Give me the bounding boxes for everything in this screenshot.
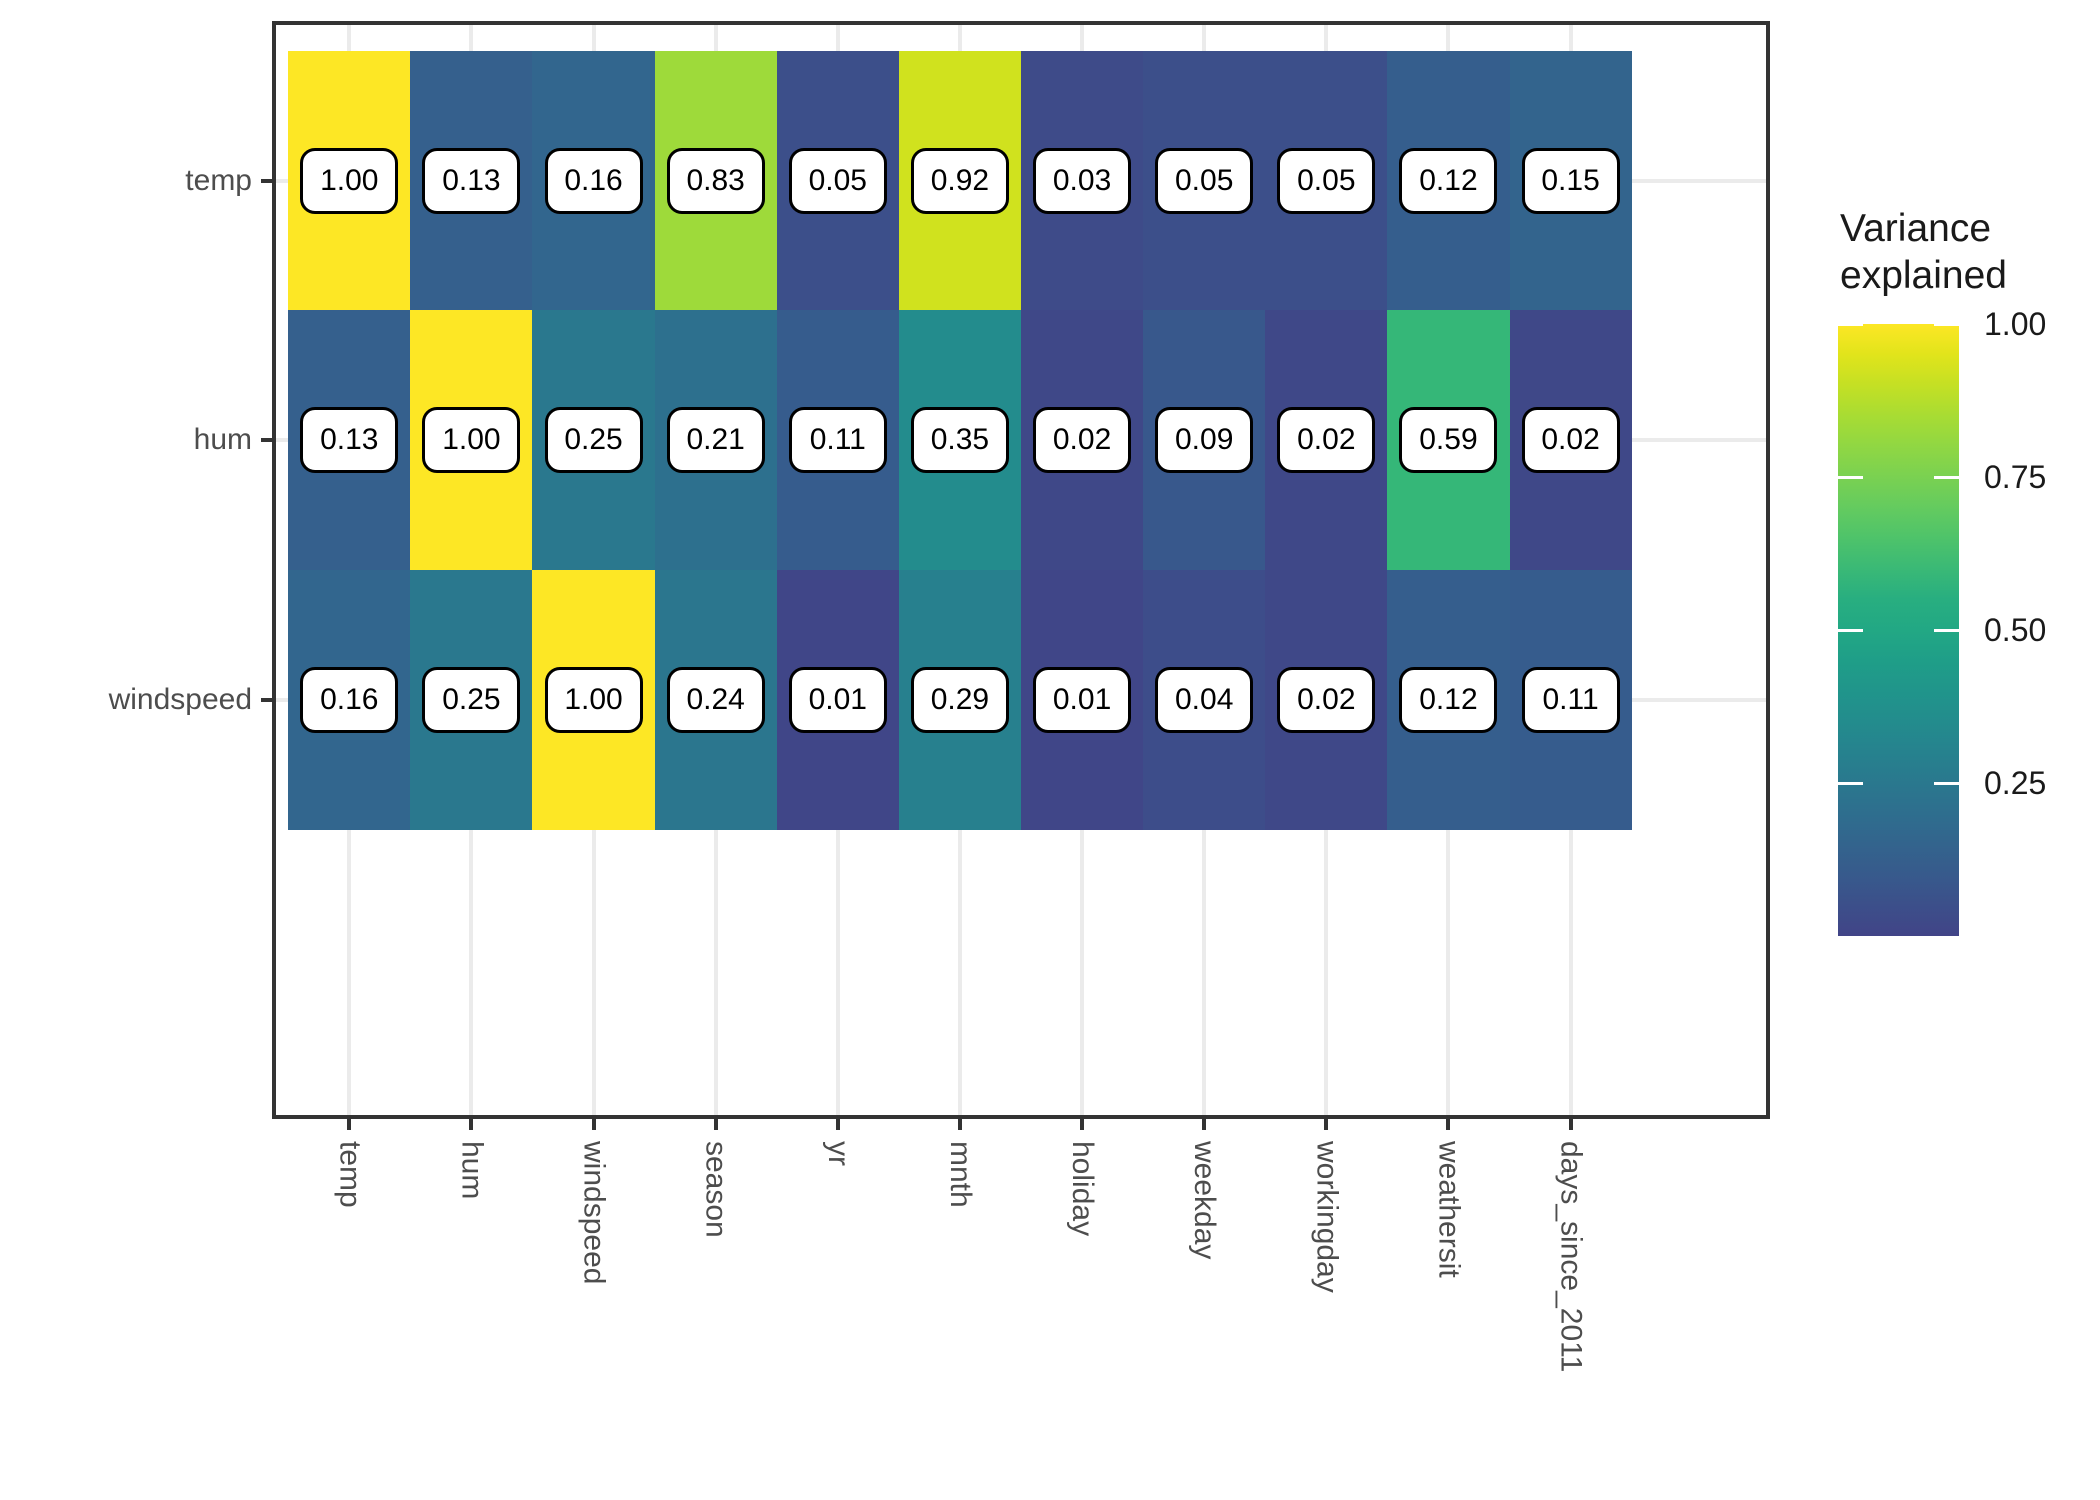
x-axis-tick-mark [1568,1119,1573,1130]
y-axis-tick-mark [261,178,272,183]
y-axis-tick-label: temp [185,163,252,197]
legend-tick-mark [1838,781,1863,785]
legend-tick-label: 0.75 [1984,459,2047,495]
cell-value-label: 0.12 [1399,666,1498,733]
x-axis-tick-mark [1080,1119,1085,1130]
cell-value-label: 0.12 [1399,147,1498,214]
legend-tick-mark [1838,324,1863,326]
cell-value-label: 0.59 [1399,407,1498,474]
x-axis-tick-mark [1202,1119,1207,1130]
x-axis-tick-mark [347,1119,352,1130]
cell-value-label: 0.92 [910,147,1009,214]
legend-tick-label: 1.00 [1984,306,2047,342]
cell-value-label: 0.04 [1155,666,1254,733]
cell-value-label: 0.02 [1277,666,1376,733]
x-axis-tick-label: windspeed [577,1141,611,1285]
x-axis-tick-label: weekday [1188,1141,1222,1260]
cell-value-label: 0.05 [1277,147,1376,214]
cell-value-label: 0.01 [1033,666,1132,733]
cell-value-label: 0.35 [910,407,1009,474]
plot-panel: 1.00 0.13 0.16 0.83 0.05 0.92 0.03 0.05 0.05 0.12… [272,21,1770,1119]
x-axis-tick-label: temp [333,1141,367,1208]
legend-tick-mark [1934,475,1959,479]
x-axis-tick-label: hum [455,1141,489,1200]
y-axis-tick-label: hum [193,423,252,457]
x-axis-tick-label: days_since_2011 [1554,1141,1588,1373]
legend-tick-label: 0.50 [1984,612,2047,648]
cell-value-label: 0.83 [666,147,765,214]
cell-value-label: 0.02 [1033,407,1132,474]
cell-value-label: 0.13 [422,147,521,214]
x-axis-tick-label: yr [821,1141,855,1166]
cell-value-label: 0.16 [544,147,643,214]
cell-value-label: 0.11 [788,407,887,474]
x-axis-tick-mark [835,1119,840,1130]
x-axis-tick-label: weathersit [1432,1141,1466,1278]
cell-value-label: 0.09 [1155,407,1254,474]
legend-colorbar [1838,324,1959,936]
cell-value-label: 0.13 [300,407,399,474]
legend-title: Variance explained [1840,207,2007,297]
cell-value-label: 0.25 [422,666,521,733]
x-axis-tick-label: workingday [1310,1141,1344,1293]
cell-value-label: 1.00 [300,147,399,214]
x-axis-tick-mark [1446,1119,1451,1130]
cell-value-label: 0.29 [910,666,1009,733]
x-axis-tick-mark [713,1119,718,1130]
cell-value-label: 0.01 [788,666,887,733]
legend-tick-mark [1934,628,1959,632]
legend-tick-mark [1934,781,1959,785]
x-axis-tick-label: mnth [943,1141,977,1208]
cell-value-label: 0.05 [1155,147,1254,214]
x-axis-tick-mark [1324,1119,1329,1130]
x-axis-tick-mark [469,1119,474,1130]
cell-value-label: 1.00 [422,407,521,474]
cell-value-label: 0.25 [544,407,643,474]
cell-value-label: 1.00 [544,666,643,733]
x-axis-tick-mark [591,1119,596,1130]
cell-value-label: 0.05 [788,147,887,214]
cell-value-label: 0.02 [1277,407,1376,474]
y-axis-tick-mark [261,697,272,702]
cell-value-label: 0.15 [1521,147,1620,214]
legend-tick-mark [1838,475,1863,479]
y-axis-tick-label: windspeed [108,682,252,716]
cell-value-label: 0.03 [1033,147,1132,214]
legend-tick-mark [1934,324,1959,326]
cell-value-label: 0.16 [300,666,399,733]
legend-tick-mark [1838,628,1863,632]
x-axis-tick-mark [957,1119,962,1130]
y-axis-tick-mark [261,438,272,443]
cell-value-label: 0.24 [666,666,765,733]
cell-value-label: 0.02 [1521,407,1620,474]
cell-value-label: 0.11 [1521,666,1620,733]
x-axis-tick-label: season [699,1141,733,1238]
legend-tick-label: 0.25 [1984,765,2047,801]
cell-value-label: 0.21 [666,407,765,474]
x-axis-tick-label: holiday [1066,1141,1100,1237]
